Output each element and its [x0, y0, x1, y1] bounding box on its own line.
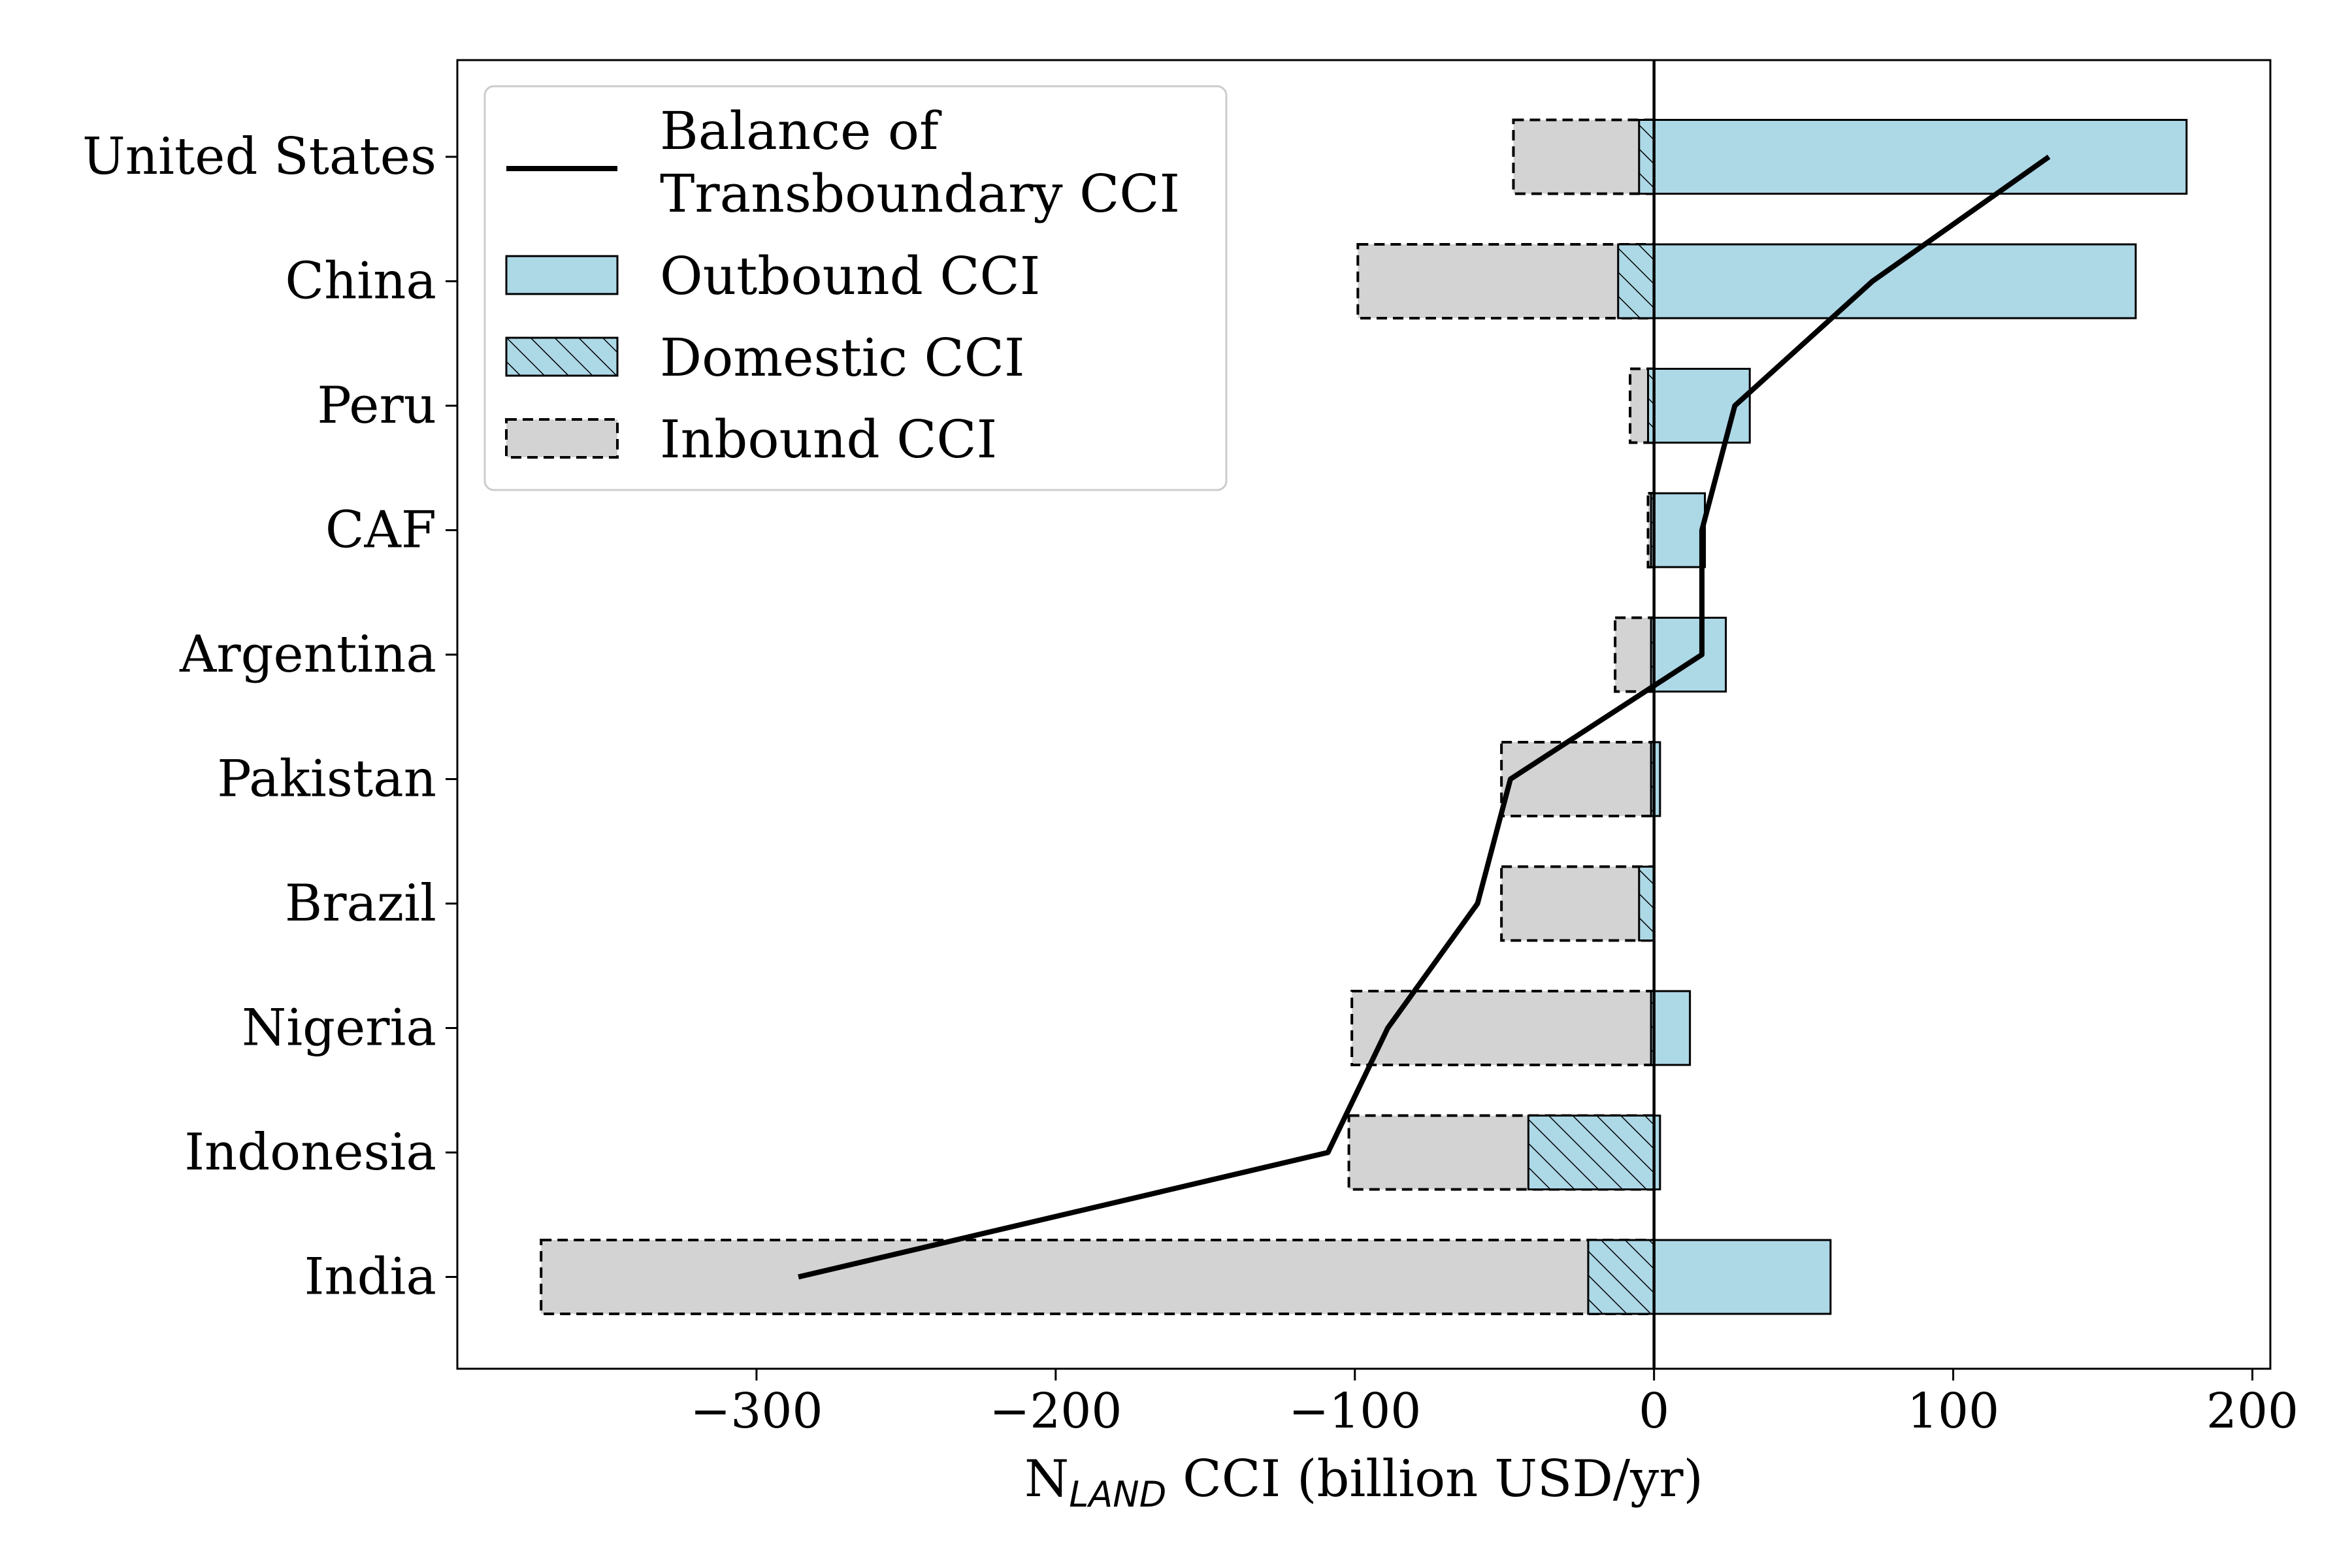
outbound-bar-china — [1653, 243, 2137, 319]
y-tick-label: India — [304, 1248, 436, 1307]
y-tick-label: Indonesia — [184, 1123, 436, 1182]
inbound-bar-india — [540, 1239, 1656, 1315]
legend-label-outbound: Outbound CCI — [660, 246, 1040, 306]
y-tick-label: CAF — [325, 501, 436, 560]
inbound-bar-china — [1356, 243, 1656, 319]
legend-label-domestic: Domestic CCI — [660, 327, 1025, 388]
legend-box — [483, 85, 1228, 491]
balance-series-line — [798, 154, 2051, 1280]
inbound-bar-nigeria — [1350, 990, 1656, 1066]
inbound-bar-brazil — [1500, 865, 1656, 942]
x-tick-label: 100 — [1907, 1383, 1999, 1439]
x-tick-label: −300 — [690, 1383, 823, 1439]
x-tick-label: 200 — [2206, 1383, 2298, 1439]
inbound-bar-pakistan — [1500, 741, 1656, 817]
y-tick-label: Argentina — [179, 625, 436, 684]
x-axis-title: NLAND CCI (billion USD/yr) — [1024, 1450, 1703, 1515]
outbound-bar-india — [1653, 1239, 1832, 1315]
balance-line — [798, 154, 2051, 1280]
y-tick-label: Pakistan — [217, 750, 436, 809]
inbound-bar-united-states — [1512, 118, 1656, 195]
legend-label-balance: Balance of Transboundary CCI — [660, 101, 1180, 224]
y-tick-label: Nigeria — [242, 999, 436, 1058]
axes: −300 −200 −100 0 100 200 United States China Per… — [82, 59, 2298, 1515]
x-tick-label: 0 — [1639, 1383, 1669, 1439]
y-tick-label: Peru — [317, 376, 436, 435]
legend-handle-domestic — [505, 336, 619, 377]
x-tick-label: −100 — [1288, 1383, 1421, 1439]
legend: Balance of Transboundary CCI Outbound CCI D… — [483, 85, 1228, 491]
inbound-bar-argentina — [1614, 616, 1656, 693]
domestic-bar-indonesia — [1527, 1115, 1656, 1190]
legend-handle-inbound — [505, 418, 619, 459]
outbound-bar-united-states — [1653, 119, 2188, 195]
bars — [540, 118, 2188, 1315]
y-tick-label: Brazil — [285, 874, 436, 933]
y-tick-label: United States — [82, 127, 436, 186]
y-tick-label: China — [285, 252, 436, 311]
outbound-bar-nigeria — [1653, 990, 1691, 1066]
domestic-bar-india — [1587, 1239, 1656, 1315]
outbound-bar-caf — [1653, 492, 1707, 568]
legend-label-inbound: Inbound CCI — [660, 409, 997, 470]
domestic-bar-brazil — [1638, 866, 1656, 941]
domestic-bar-china — [1617, 243, 1656, 319]
legend-handle-outbound — [505, 255, 619, 295]
x-tick-label: −200 — [989, 1383, 1122, 1439]
plot-frame — [456, 59, 2272, 1370]
domestic-bar-united-states — [1638, 119, 1656, 195]
